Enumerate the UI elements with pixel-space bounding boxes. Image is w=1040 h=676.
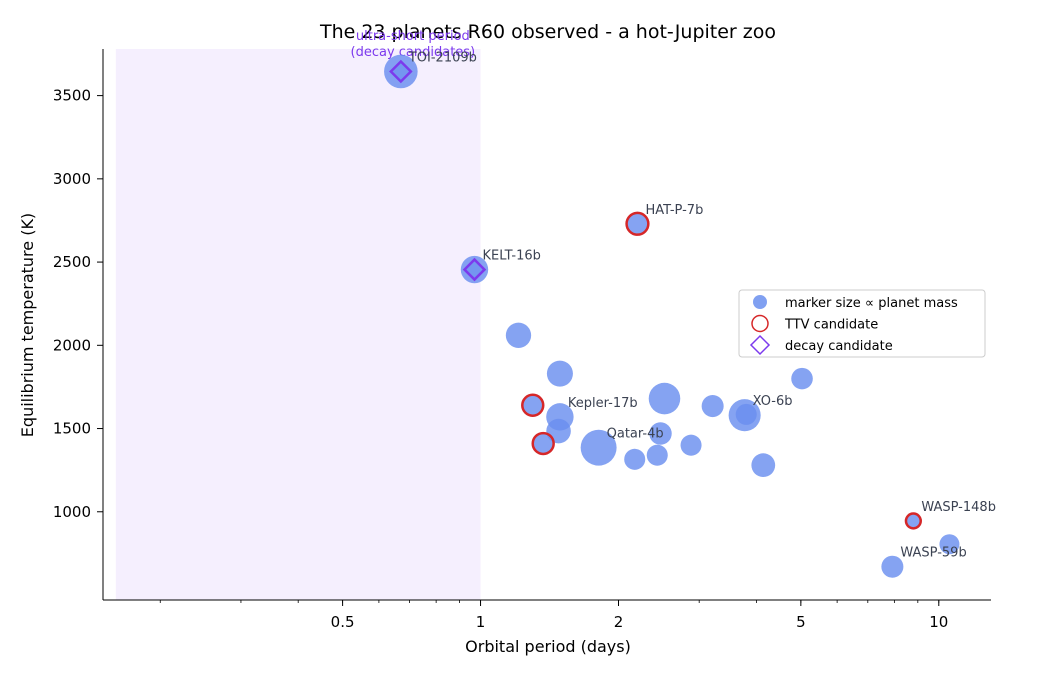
- data-point: [624, 448, 646, 470]
- chart-title: The 23 planets R60 observed - a hot-Jupi…: [319, 21, 776, 43]
- y-tick-label: 2000: [53, 336, 91, 354]
- x-tick-label: 10: [929, 613, 948, 631]
- data-point: [580, 429, 617, 466]
- legend-box: [738, 289, 986, 358]
- data-point: [939, 534, 960, 555]
- decay-candidate-marker: [389, 59, 413, 84]
- legend-marker-decay: [749, 334, 771, 356]
- ttv-candidate-ring: [625, 211, 650, 236]
- point-annotation: Kepler-17b: [568, 396, 638, 411]
- y-tick-label: 1000: [53, 503, 91, 521]
- data-point: [521, 393, 545, 417]
- ttv-candidate-ring: [531, 431, 555, 456]
- shaded-region: [115, 49, 481, 600]
- ttv-candidate-ring: [521, 393, 545, 417]
- y-tick-label: 3000: [53, 170, 91, 188]
- data-point: [546, 360, 573, 387]
- data-point: [751, 453, 776, 478]
- point-annotation: HAT-P-7b: [645, 203, 703, 218]
- data-point: [531, 432, 555, 455]
- legend-marker-ttv: [751, 314, 769, 333]
- legend-entry-label: TTV candidate: [784, 318, 878, 333]
- legend-entry-label: decay candidate: [785, 339, 893, 354]
- point-annotation: TOI-2109b: [408, 50, 477, 65]
- data-point: [701, 395, 724, 418]
- x-tick-label: 5: [796, 613, 806, 631]
- plot-area: ultra-short period(decay candidates) 0.5 1…: [53, 29, 996, 631]
- y-tick-label: 1500: [53, 420, 91, 438]
- data-point: [735, 403, 757, 425]
- data-point: [648, 382, 681, 415]
- x-tick-label: 2: [614, 613, 624, 631]
- data-point: [646, 444, 668, 466]
- data-point: [680, 434, 702, 456]
- point-annotation: KELT-16b: [482, 249, 540, 264]
- x-tick-label: 0.5: [331, 613, 355, 631]
- legend-entry-label: marker size ∝ planet mass: [785, 296, 958, 311]
- x-axis-label: Orbital period (days): [465, 637, 631, 656]
- y-tick-label: 2500: [53, 253, 91, 271]
- x-tick-label: 1: [476, 613, 486, 631]
- point-annotation: XO-6b: [753, 394, 793, 409]
- data-point: [625, 211, 650, 236]
- data-point: [649, 422, 672, 445]
- ttv-candidate-ring: [904, 512, 922, 530]
- decay-candidate-marker: [462, 257, 487, 282]
- data-point: [881, 555, 904, 578]
- legend-marker-size: [753, 295, 767, 309]
- shaded-region-label: (decay candidates): [351, 45, 476, 60]
- point-annotation: Qatar-4b: [607, 427, 664, 442]
- data-point: [904, 512, 922, 530]
- point-annotation: WASP-59b: [900, 546, 966, 561]
- y-axis-label: Equilibrium temperature (K): [18, 213, 37, 437]
- shaded-region-label: ultra-short period: [356, 29, 470, 44]
- data-point: [505, 322, 532, 348]
- legend: marker size ∝ planet mass TTV candidate de…: [738, 289, 986, 358]
- y-tick-label: 3500: [53, 87, 91, 105]
- point-annotation: WASP-148b: [921, 500, 996, 515]
- data-point: [791, 367, 813, 390]
